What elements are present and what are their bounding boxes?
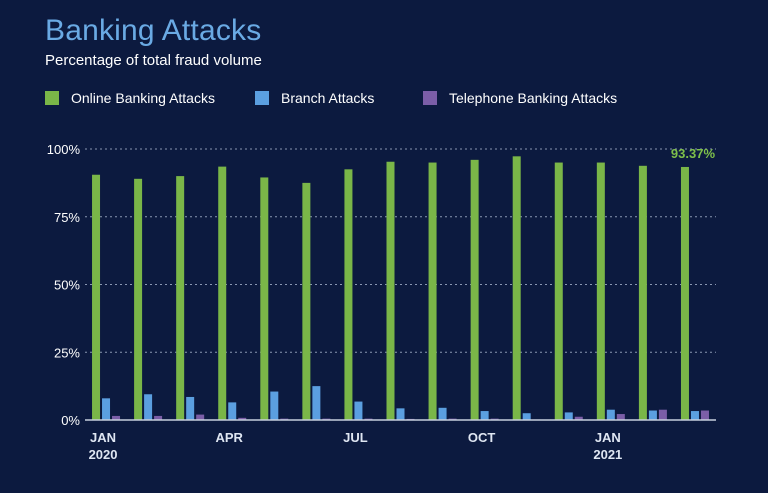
x-tick-label-year: 2021 bbox=[593, 447, 622, 462]
bar bbox=[606, 409, 615, 420]
y-tick-label: 100% bbox=[47, 142, 81, 157]
bar bbox=[438, 407, 447, 420]
bar bbox=[522, 413, 531, 420]
bar bbox=[312, 386, 321, 420]
y-tick-label: 50% bbox=[54, 278, 80, 293]
bar bbox=[554, 162, 563, 421]
bar bbox=[616, 414, 625, 420]
x-tick-label: APR bbox=[216, 430, 244, 445]
bar bbox=[176, 176, 185, 420]
bar bbox=[134, 178, 143, 420]
chart-title: Banking Attacks bbox=[45, 14, 262, 47]
bar bbox=[480, 411, 489, 420]
bar bbox=[112, 415, 121, 420]
bar bbox=[354, 401, 363, 420]
chart-subtitle: Percentage of total fraud volume bbox=[45, 52, 262, 69]
x-tick-label: JAN bbox=[90, 430, 116, 445]
legend-label-branch: Branch Attacks bbox=[281, 90, 375, 106]
bar bbox=[386, 161, 395, 420]
bar bbox=[144, 394, 153, 420]
bar bbox=[218, 166, 227, 420]
x-tick-label: OCT bbox=[468, 430, 496, 445]
bar bbox=[638, 165, 647, 420]
bar bbox=[470, 159, 479, 420]
legend-label-telephone: Telephone Banking Attacks bbox=[449, 90, 618, 106]
bar bbox=[564, 412, 573, 420]
bar bbox=[658, 409, 667, 420]
y-tick-label: 0% bbox=[61, 413, 80, 428]
bar bbox=[690, 411, 699, 420]
chart-legend: Online Banking Attacks Branch Attacks Te… bbox=[45, 90, 617, 106]
y-tick-label: 25% bbox=[54, 345, 80, 360]
bar bbox=[700, 410, 709, 420]
bar bbox=[228, 402, 237, 420]
bar bbox=[186, 396, 195, 420]
bar bbox=[270, 391, 279, 420]
bar bbox=[238, 417, 247, 420]
bar bbox=[302, 182, 311, 420]
data-label-annotation: 93.37% bbox=[671, 146, 716, 161]
bar bbox=[596, 162, 605, 421]
bar bbox=[154, 415, 163, 420]
bar bbox=[574, 416, 583, 420]
x-tick-label: JAN bbox=[595, 430, 621, 445]
legend-label-online: Online Banking Attacks bbox=[71, 90, 215, 106]
bar bbox=[680, 166, 689, 420]
legend-item-branch: Branch Attacks bbox=[255, 90, 423, 106]
legend-swatch-online bbox=[45, 91, 59, 105]
bar bbox=[196, 414, 205, 420]
legend-item-telephone: Telephone Banking Attacks bbox=[423, 90, 617, 106]
bar bbox=[344, 169, 353, 420]
x-tick-label: JUL bbox=[343, 430, 368, 445]
bar bbox=[396, 408, 405, 420]
legend-swatch-telephone bbox=[423, 91, 437, 105]
bar bbox=[92, 174, 101, 420]
x-tick-label-year: 2020 bbox=[89, 447, 118, 462]
bar bbox=[648, 410, 657, 420]
bar bbox=[512, 156, 521, 420]
bar bbox=[260, 177, 269, 420]
bar bbox=[428, 162, 437, 421]
y-tick-label: 75% bbox=[54, 210, 80, 225]
legend-item-online: Online Banking Attacks bbox=[45, 90, 255, 106]
bar bbox=[102, 398, 111, 420]
legend-swatch-branch bbox=[255, 91, 269, 105]
